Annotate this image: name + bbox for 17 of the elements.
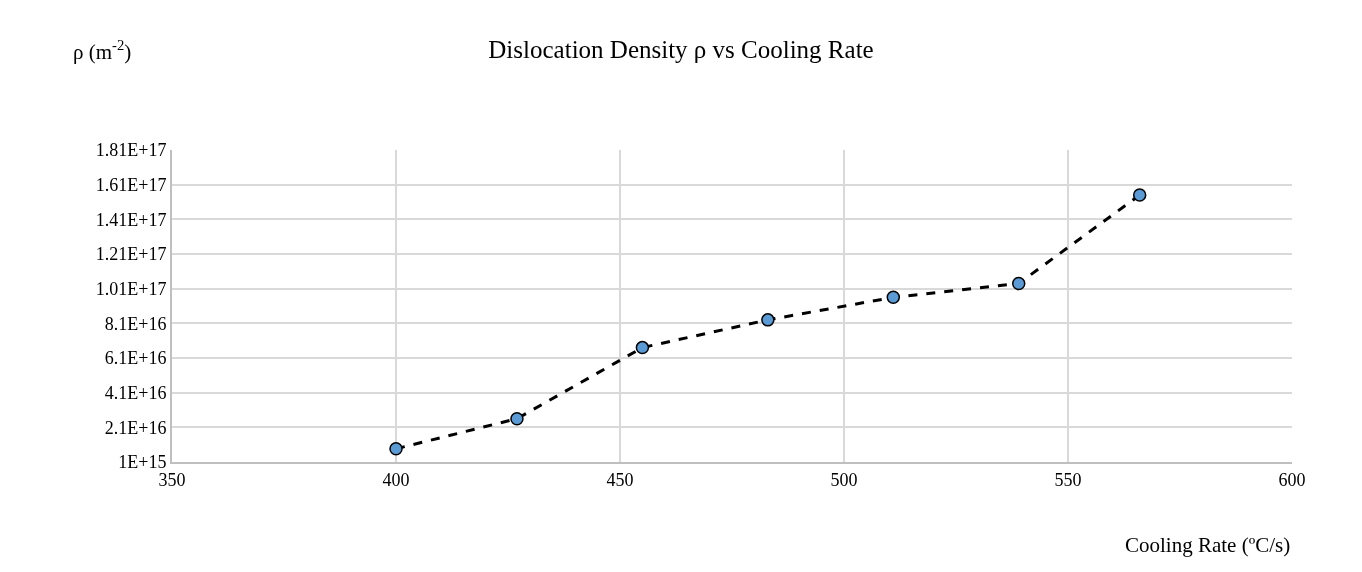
x-tick-label: 450 [606, 469, 634, 490]
y-tick-label: 8.1E+16 [104, 313, 167, 334]
x-tick-label: 600 [1278, 469, 1306, 490]
y-tick-label: 1.61E+17 [95, 174, 167, 195]
x-tick-label: 400 [382, 469, 410, 490]
y-tick-label: 1.01E+17 [95, 278, 167, 299]
y-tick-label: 6.1E+16 [104, 348, 167, 369]
y-tick-label: 1.81E+17 [95, 140, 167, 161]
x-axis-title: Cooling Rate (ºC/s) [1125, 533, 1291, 557]
x-tick-label: 550 [1054, 469, 1082, 490]
x-tick-label: 500 [830, 469, 858, 490]
y-tick-label: 2.1E+16 [104, 417, 167, 438]
y-tick-label: 4.1E+16 [104, 382, 167, 403]
y-axis-title: ρ (m$^{-2}$) [73, 37, 132, 64]
chart-title: Dislocation Density ρ vs Cooling Rate [488, 35, 874, 63]
y-tick-label: 1.41E+17 [95, 209, 167, 230]
y-tick-label: 1.21E+17 [95, 244, 167, 265]
